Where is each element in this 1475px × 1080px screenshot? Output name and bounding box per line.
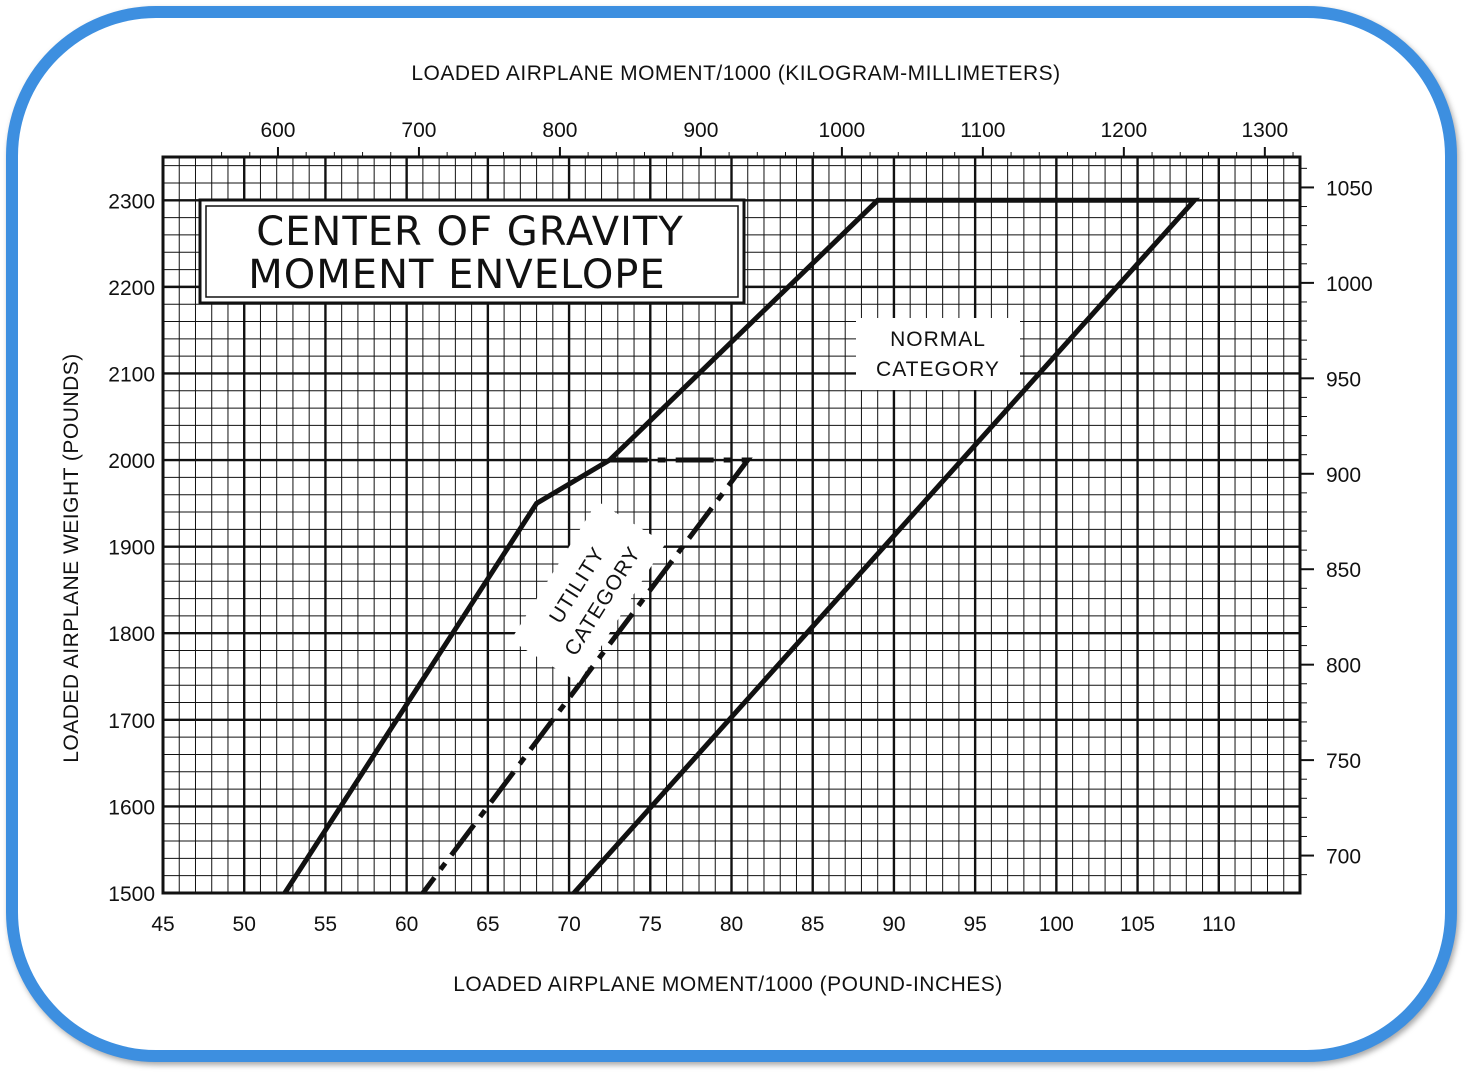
x2-tick-label: 900 [683, 119, 718, 142]
normal-category-line-1: NORMAL [890, 328, 986, 351]
x2-tick-label: 600 [260, 119, 295, 142]
x-tick-label: 70 [557, 913, 580, 936]
top-axis-title: LOADED AIRPLANE MOMENT/1000 (KILOGRAM-MI… [411, 62, 1060, 85]
x-tick-label: 95 [963, 913, 986, 936]
x2-tick-label: 800 [542, 119, 577, 142]
y2-tick-label: 900 [1326, 464, 1361, 487]
y-tick-label: 2300 [108, 190, 155, 213]
x-tick-label: 50 [233, 913, 256, 936]
y-tick-label: 2000 [108, 450, 155, 473]
y2-tick-label: 750 [1326, 750, 1361, 773]
x-tick-label: 60 [395, 913, 418, 936]
axis-ticks: 45 50 55 60 65 70 75 80 85 90 95 100 105 110 1500 1600 1… [108, 119, 1372, 936]
y-tick-label: 1600 [108, 796, 155, 819]
y-tick-label: 1700 [108, 710, 155, 733]
x-tick-label: 90 [882, 913, 905, 936]
y2-tick-label: 950 [1326, 368, 1361, 391]
x-tick-label: 55 [314, 913, 337, 936]
y-tick-label: 2200 [108, 277, 155, 300]
x-tick-label: 110 [1202, 913, 1235, 936]
chart-title-box: CENTER OF GRAVITY MOMENT ENVELOPE [198, 198, 746, 305]
chart-title-line-1: CENTER OF GRAVITY [256, 209, 684, 255]
y-tick-label: 1900 [108, 537, 155, 560]
normal-category-line-2: CATEGORY [876, 358, 1000, 381]
utility-category-line [420, 457, 753, 895]
y-tick-label: 1500 [108, 883, 155, 906]
x-tick-label: 45 [151, 913, 174, 936]
y2-tick-label: 1000 [1326, 273, 1373, 296]
x2-tick-label: 1000 [819, 119, 866, 142]
y2-tick-label: 800 [1326, 655, 1361, 678]
x2-tick-label: 1300 [1241, 119, 1288, 142]
x-tick-label: 65 [476, 913, 499, 936]
y2-tick-label: 700 [1326, 846, 1361, 869]
envelope-lines [282, 197, 1201, 895]
plot-border [161, 155, 1302, 895]
x-tick-label: 100 [1039, 913, 1074, 936]
x2-tick-label: 700 [401, 119, 436, 142]
x-tick-label: 105 [1120, 913, 1155, 936]
right-axis-title-clip: LOADED AIRPLANE WEIGHT (KILOGRAMS) [1394, 287, 1417, 733]
x2-tick-label: 1100 [960, 119, 1005, 142]
left-axis-title: LOADED AIRPLANE WEIGHT (POUNDS) [60, 353, 83, 763]
normal-category-label: NORMAL CATEGORY [856, 318, 1020, 390]
y-tick-label: 2100 [108, 363, 155, 386]
bottom-axis-title: LOADED AIRPLANE MOMENT/1000 (POUND-INCHE… [453, 973, 1003, 996]
x-tick-label: 85 [801, 913, 824, 936]
right-axis-title: LOADED AIRPLANE WEIGHT (KILOGRAMS) [1394, 287, 1417, 733]
x2-tick-label: 1200 [1100, 119, 1147, 142]
normal-category-line [282, 197, 1201, 895]
x-tick-label: 80 [720, 913, 743, 936]
utility-category-label: UTILITY CATEGORY [510, 501, 666, 683]
x-tick-label: 75 [639, 913, 662, 936]
chart-title-line-2: MOMENT ENVELOPE [248, 252, 665, 298]
y2-tick-label: 1050 [1326, 177, 1373, 200]
y2-tick-label: 850 [1326, 559, 1361, 582]
y-tick-label: 1800 [108, 623, 155, 646]
